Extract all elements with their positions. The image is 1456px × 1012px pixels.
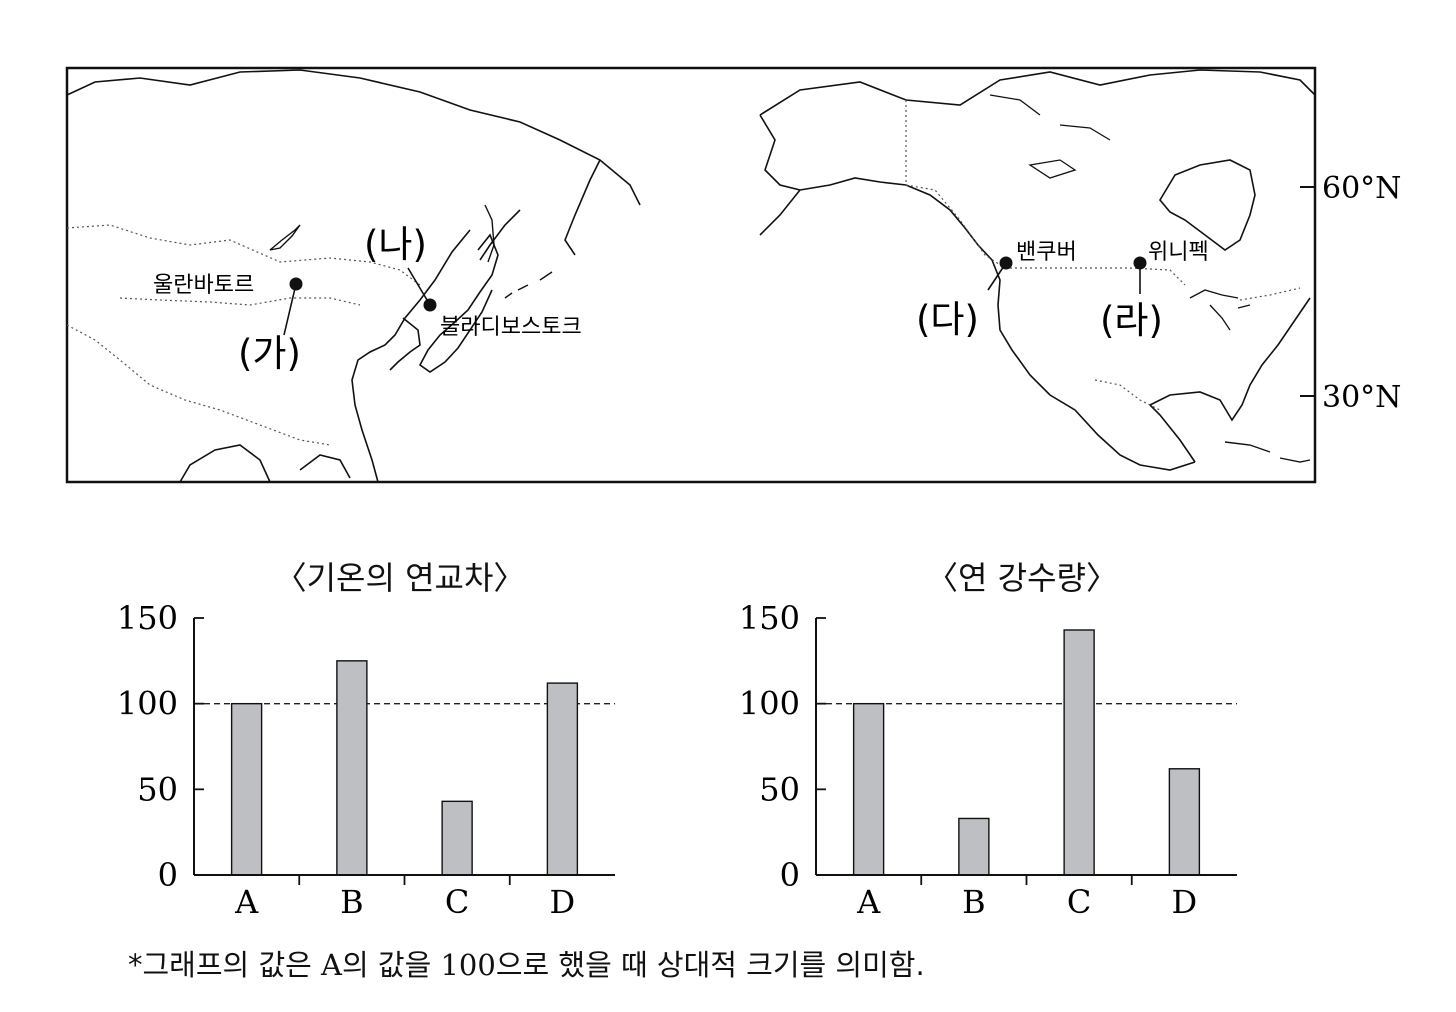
map-panel: 60°N 30°N 울란바토르 (가) 블라디보스토크 (나) 밴쿠버 (다) … xyxy=(0,0,1456,500)
x-tick-label: B xyxy=(962,883,986,921)
footnote-suffix: 으로 했을 때 상대적 크기를 의미함. xyxy=(495,948,925,982)
footnote-number: 100 xyxy=(440,948,496,982)
japan-island xyxy=(418,233,499,373)
footnote-prefix: *그래프의 값은 xyxy=(128,948,322,982)
footnote: *그래프의 값은 A의 값을 100으로 했을 때 상대적 크기를 의미함. xyxy=(128,942,925,984)
lat-label-30: 30°N xyxy=(1322,380,1401,415)
x-tick-label: D xyxy=(550,883,576,921)
north-america-coastline xyxy=(759,69,1316,471)
bar-d xyxy=(1168,768,1201,876)
x-tick-label: C xyxy=(1067,883,1091,921)
y-tick-label: 50 xyxy=(759,770,800,808)
arctic-islands xyxy=(989,94,1111,179)
place-marker-ra: (라) xyxy=(1100,299,1163,342)
place-marker-ga: (가) xyxy=(238,332,301,375)
footnote-latin: A xyxy=(321,948,342,982)
great-lakes xyxy=(1189,289,1251,331)
city-label-ulaanbaatar: 울란바토르 xyxy=(153,273,254,298)
sakhalin-island xyxy=(484,204,495,263)
x-tick-label: D xyxy=(1172,883,1198,921)
bar-c xyxy=(1063,629,1095,876)
bar-d xyxy=(546,682,579,876)
bar-b xyxy=(958,817,990,876)
place-marker-na: (나) xyxy=(364,223,427,266)
kuril-islands xyxy=(504,271,553,299)
y-tick-label: 150 xyxy=(739,600,800,637)
city-label-winnipeg: 위니펙 xyxy=(1148,240,1209,265)
caribbean-islands xyxy=(1224,441,1311,463)
y-tick-label: 100 xyxy=(117,685,178,723)
leader-line-da xyxy=(987,262,1007,291)
map-frame xyxy=(65,66,1317,484)
x-tick-label: A xyxy=(856,883,881,921)
city-label-vancouver: 밴쿠버 xyxy=(1016,240,1077,265)
world-map: 60°N 30°N 울란바토르 (가) 블라디보스토크 (나) 밴쿠버 (다) … xyxy=(65,66,1401,484)
x-tick-label: C xyxy=(445,883,469,921)
bar-a xyxy=(852,702,885,876)
precipitation-chart: 0 50 100 150 A B C D xyxy=(739,600,1237,921)
chart-title-precipitation: 〈연 강수량〉 xyxy=(926,559,1118,597)
x-tick-label: A xyxy=(234,883,259,921)
temperature-range-chart: 0 50 100 150 A B C D xyxy=(117,600,615,921)
leader-line-ga xyxy=(283,283,297,336)
y-tick-label: 100 xyxy=(739,685,800,723)
asia-coastline xyxy=(66,69,641,483)
north-america-borders xyxy=(905,100,1301,411)
asia-borders xyxy=(66,224,421,446)
y-tick-label: 0 xyxy=(780,856,800,894)
footnote-middle: 의 값을 xyxy=(341,948,441,982)
leader-line-na xyxy=(407,267,431,306)
bar-a xyxy=(230,702,263,876)
y-tick-label: 150 xyxy=(117,600,178,637)
y-tick-label: 0 xyxy=(158,856,178,894)
y-tick-label: 50 xyxy=(137,770,178,808)
bar-b xyxy=(336,660,368,876)
lake-baikal xyxy=(269,224,301,251)
bar-c xyxy=(441,800,473,876)
place-marker-da: (다) xyxy=(916,298,979,341)
lat-label-60: 60°N xyxy=(1322,171,1401,206)
x-tick-label: B xyxy=(340,883,364,921)
chart-title-temperature-range: 〈기온의 연교차〉 xyxy=(274,559,526,597)
city-label-vladivostok: 블라디보스토크 xyxy=(440,315,582,340)
